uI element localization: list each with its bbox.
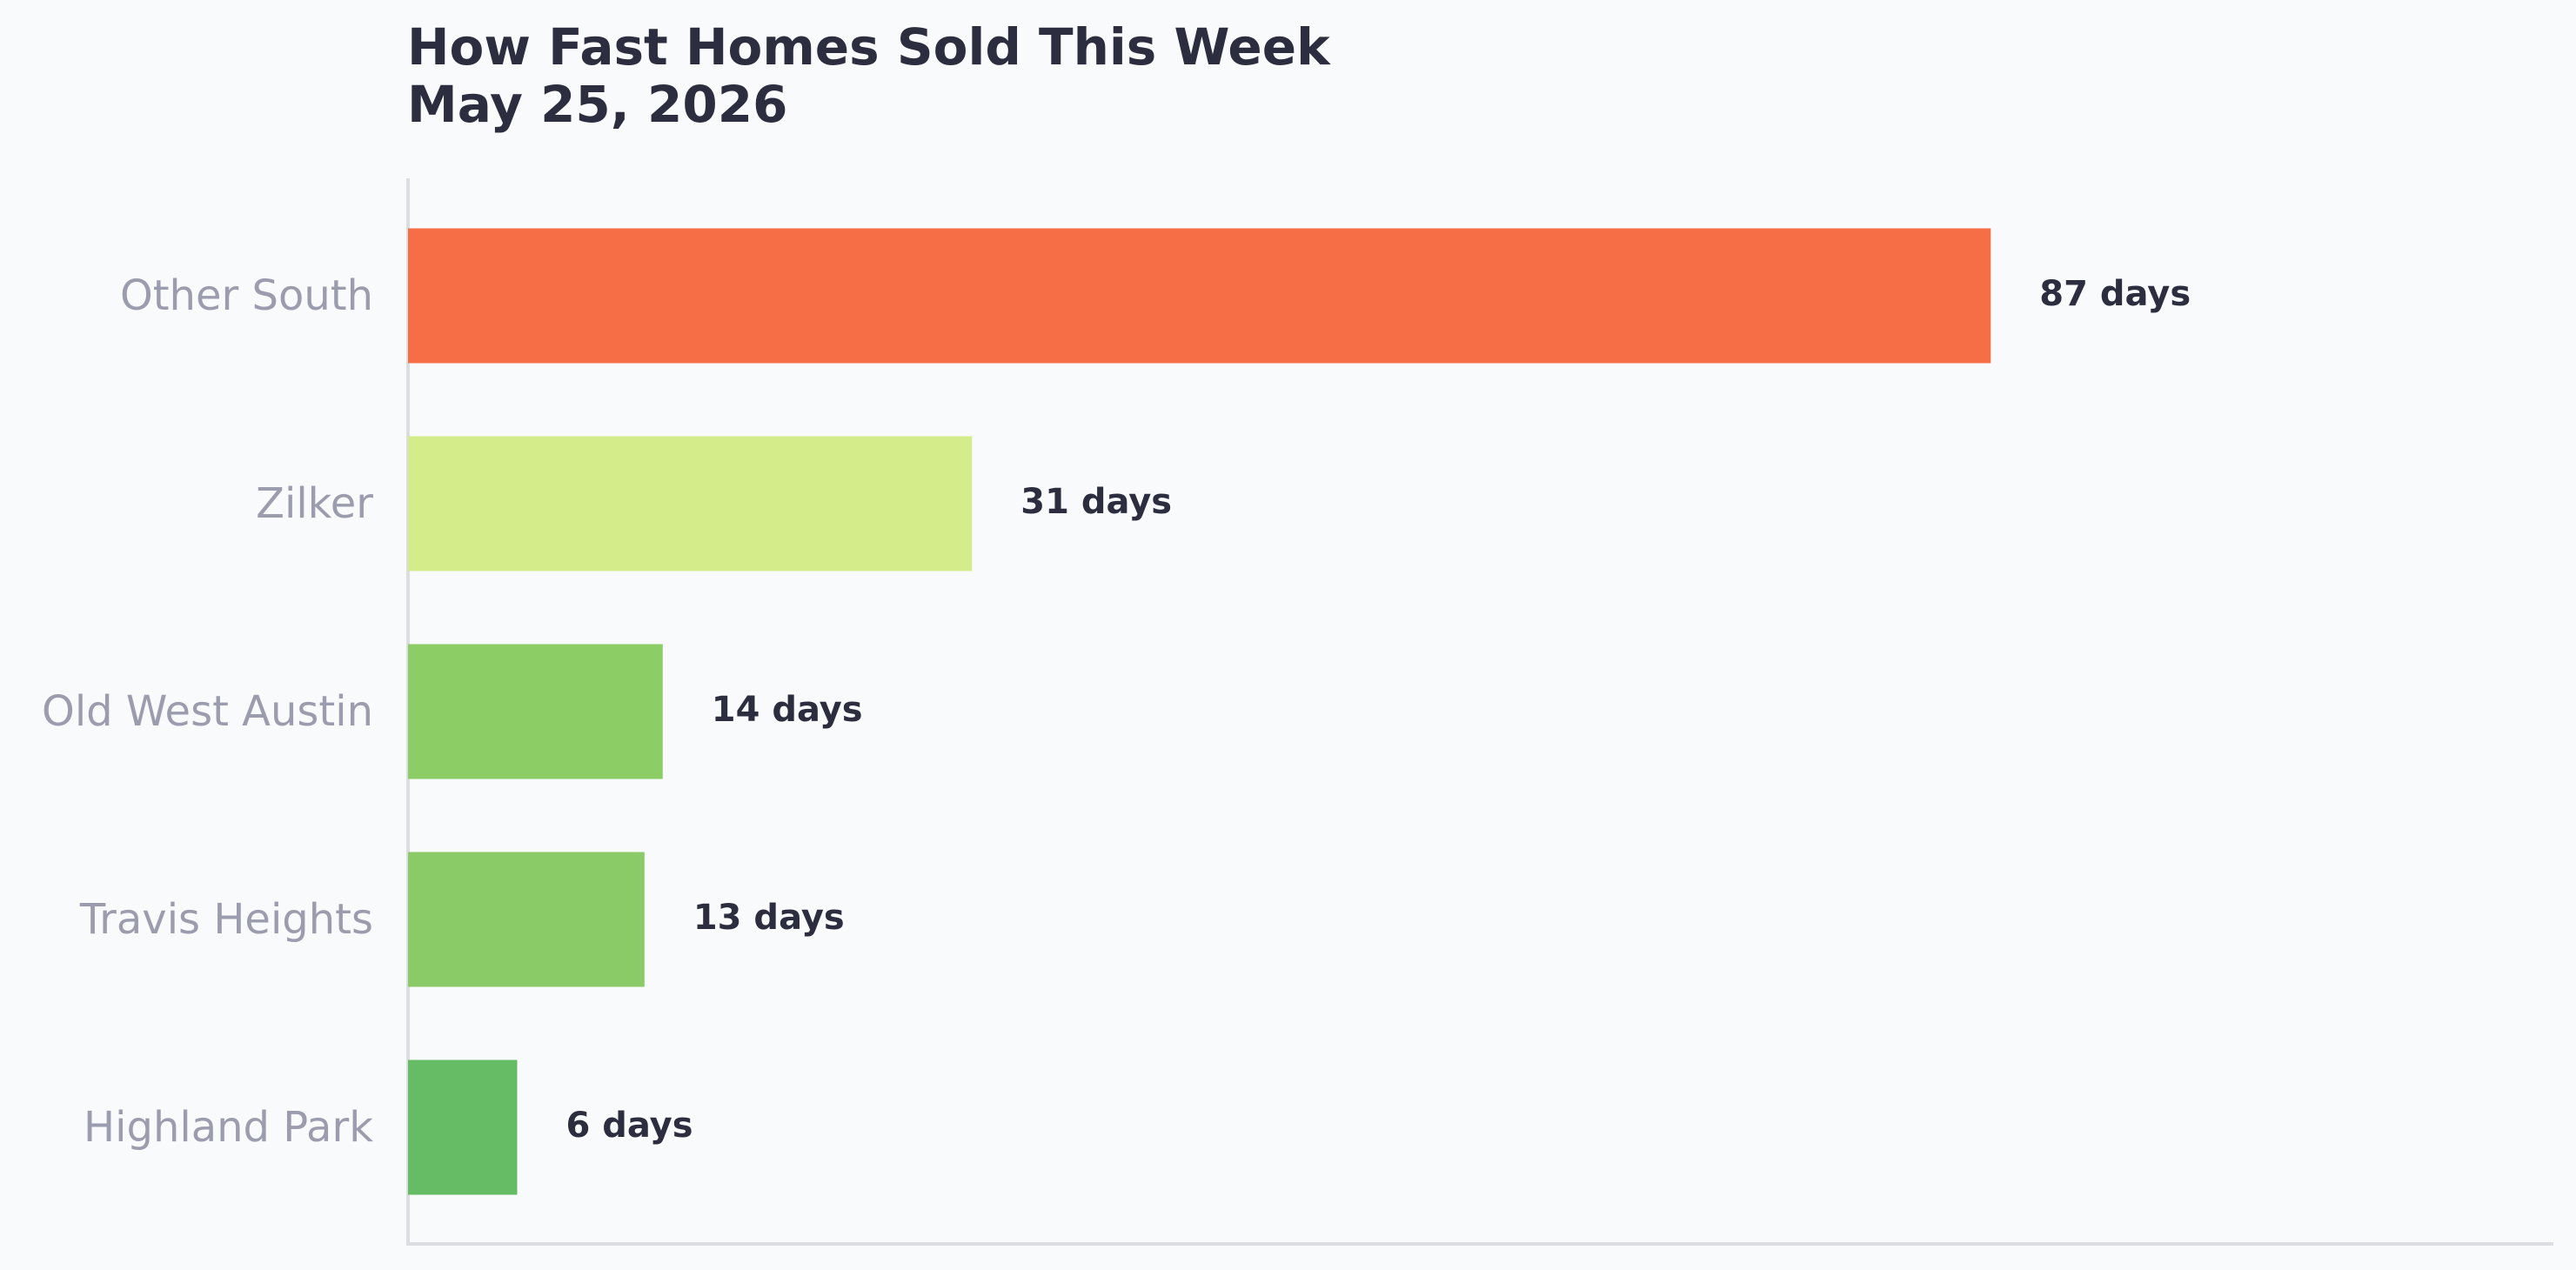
value-label: 13 days (693, 898, 845, 938)
bar-4 (408, 1059, 518, 1195)
category-label: Zilker (256, 479, 373, 528)
bars-layer: Other South 87 days Zilker 31 days Old West … (42, 228, 2191, 1195)
bar-2 (408, 644, 663, 779)
chart-subtitle: May 25, 2026 (407, 75, 787, 134)
chart-title: How Fast Homes Sold This Week (407, 17, 1331, 77)
value-label: 87 days (2039, 274, 2191, 314)
category-label: Highland Park (84, 1103, 373, 1152)
category-label: Old West Austin (42, 687, 373, 736)
value-label: 14 days (712, 690, 863, 730)
category-label: Travis Heights (79, 895, 373, 944)
bar-3 (408, 852, 645, 987)
value-label: 6 days (565, 1106, 693, 1146)
bar-0 (408, 228, 1991, 364)
value-label: 31 days (1020, 482, 1172, 522)
bar-1 (408, 436, 973, 572)
category-label: Other South (120, 271, 373, 320)
